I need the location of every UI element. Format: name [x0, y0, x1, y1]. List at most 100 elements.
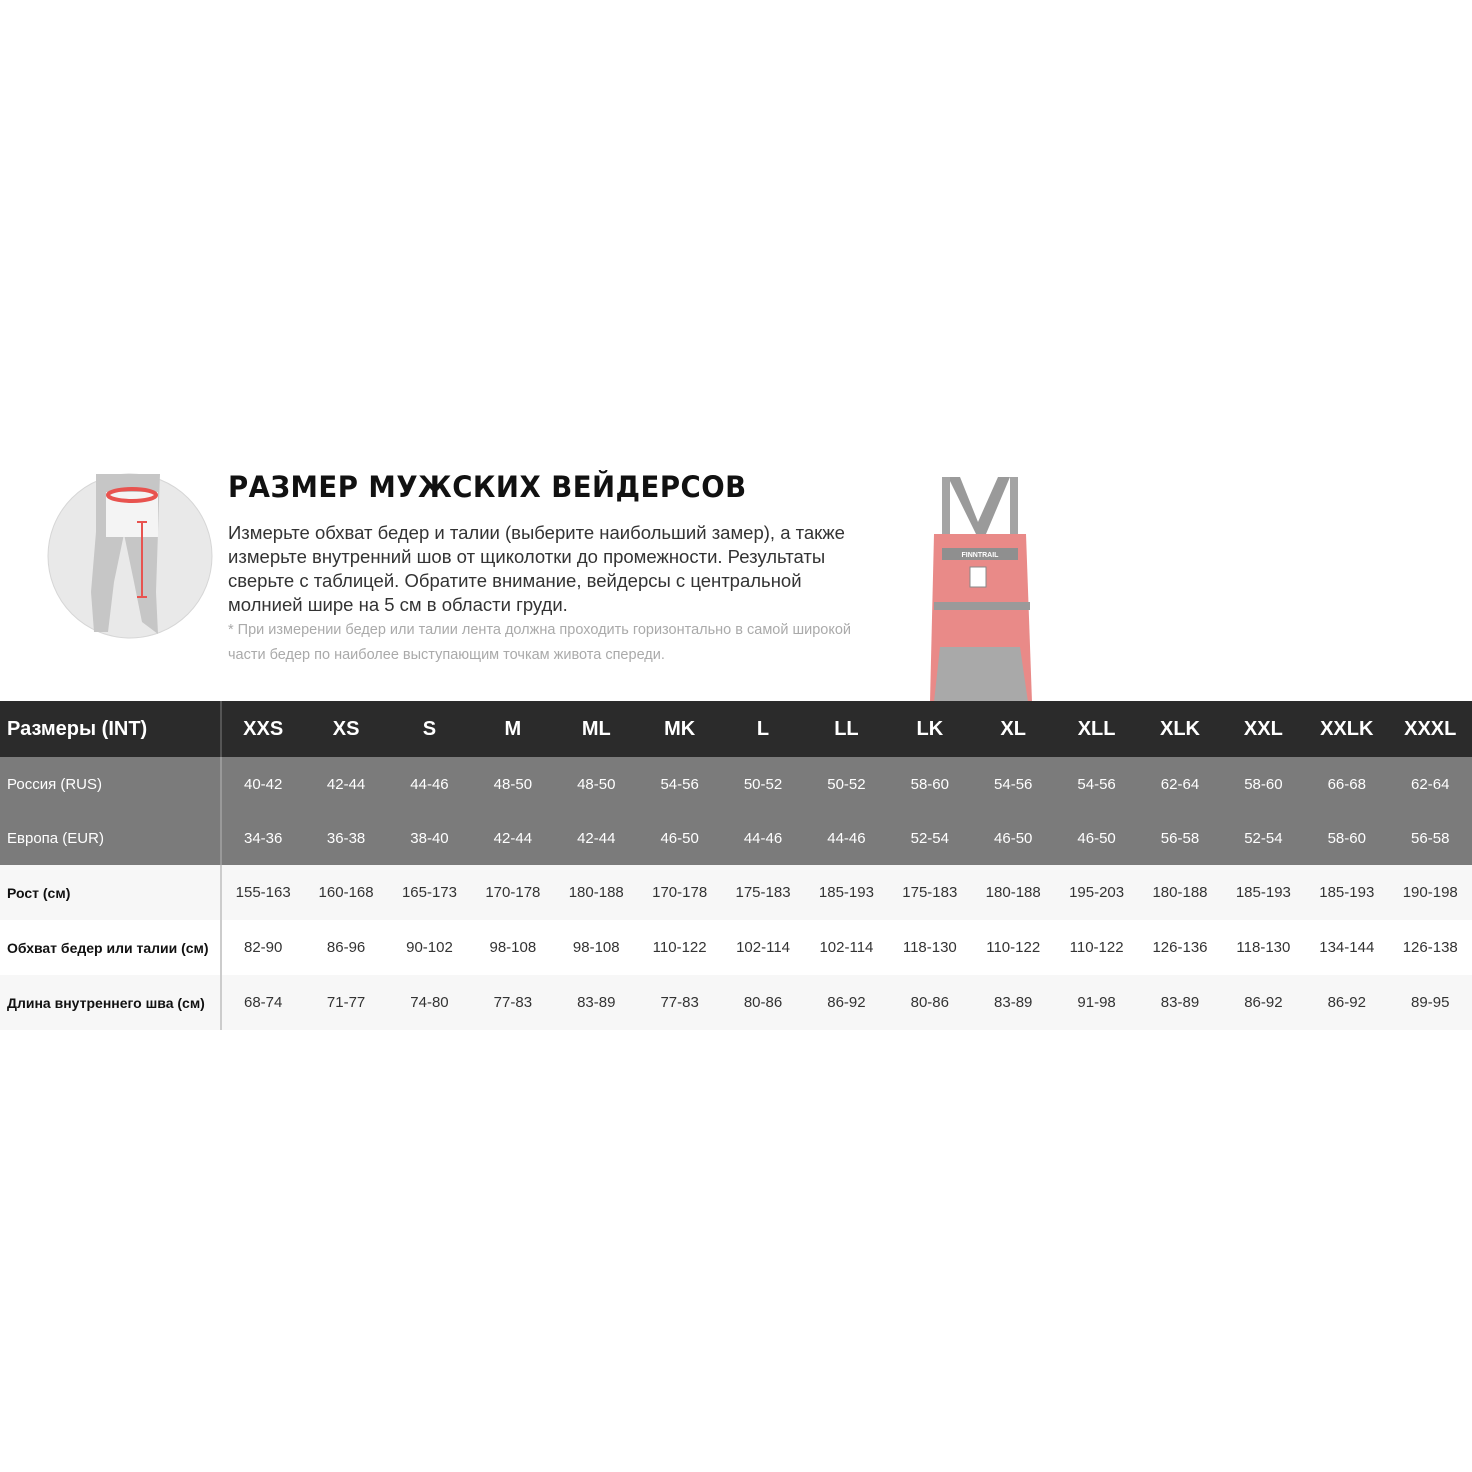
table-cell: 86-92	[1305, 975, 1389, 1030]
size-header: XXL	[1221, 701, 1306, 757]
table-cell: 155-163	[221, 865, 305, 920]
table-cell: 48-50	[471, 757, 555, 811]
table-cell: 52-54	[888, 811, 972, 865]
table-cell: 185-193	[804, 865, 889, 920]
table-cell: 50-52	[804, 757, 889, 811]
table-cell: 110-122	[971, 920, 1055, 975]
table-cell: 44-46	[721, 811, 805, 865]
table-cell: 66-68	[1305, 757, 1389, 811]
size-table: Размеры (INT) XXS XS S M ML MK L LL LK XL XLL XLK XX…	[0, 701, 1472, 1030]
table-cell: 175-183	[888, 865, 972, 920]
size-header: XS	[304, 701, 388, 757]
table-cell: 46-50	[1054, 811, 1139, 865]
table-cell: 86-96	[304, 920, 388, 975]
product-logo-text: FINNTRAIL	[962, 552, 1000, 559]
table-cell: 52-54	[1221, 811, 1306, 865]
row-label: Длина внутреннего шва (см)	[0, 975, 222, 1030]
size-label-header: Размеры (INT)	[0, 701, 222, 757]
table-cell: 165-173	[387, 865, 472, 920]
table-cell: 89-95	[1388, 975, 1472, 1030]
table-cell: 86-92	[804, 975, 889, 1030]
table-cell: 77-83	[471, 975, 555, 1030]
table-cell: 71-77	[304, 975, 388, 1030]
table-cell: 170-178	[637, 865, 722, 920]
table-cell: 62-64	[1138, 757, 1222, 811]
size-header: MK	[637, 701, 722, 757]
size-header: XXXL	[1388, 701, 1472, 757]
row-label: Рост (см)	[0, 865, 222, 920]
footnote: * При измерении бедер или талии лента до…	[228, 622, 852, 663]
table-cell: 118-130	[888, 920, 972, 975]
table-cell: 44-46	[387, 757, 472, 811]
table-cell: 50-52	[721, 757, 805, 811]
size-header: XL	[971, 701, 1055, 757]
table-cell: 54-56	[971, 757, 1055, 811]
table-cell: 82-90	[221, 920, 305, 975]
table-cell: 58-60	[1305, 811, 1389, 865]
table-cell: 48-50	[554, 757, 638, 811]
size-header: LL	[804, 701, 889, 757]
table-cell: 42-44	[304, 757, 388, 811]
table-cell: 56-58	[1388, 811, 1472, 865]
row-label: Обхват бедер или талии (см)	[0, 920, 222, 975]
table-cell: 118-130	[1221, 920, 1306, 975]
table-cell: 86-92	[1221, 975, 1306, 1030]
table-cell: 46-50	[971, 811, 1055, 865]
table-cell: 44-46	[804, 811, 889, 865]
table-cell: 195-203	[1054, 865, 1139, 920]
table-cell: 46-50	[637, 811, 722, 865]
table-cell: 98-108	[471, 920, 555, 975]
size-header: XLK	[1138, 701, 1222, 757]
size-header: XXS	[221, 701, 305, 757]
table-cell: 134-144	[1305, 920, 1389, 975]
row-label: Европа (EUR)	[0, 811, 222, 865]
table-cell: 54-56	[1054, 757, 1139, 811]
table-cell: 185-193	[1305, 865, 1389, 920]
row-label: Россия (RUS)	[0, 757, 222, 811]
table-cell: 126-138	[1388, 920, 1472, 975]
table-cell: 42-44	[554, 811, 638, 865]
table-cell: 110-122	[637, 920, 722, 975]
table-cell: 34-36	[221, 811, 305, 865]
table-cell: 126-136	[1138, 920, 1222, 975]
table-cell: 68-74	[221, 975, 305, 1030]
table-cell: 185-193	[1221, 865, 1306, 920]
waders-product-image: FINNTRAIL	[930, 477, 1032, 702]
table-cell: 180-188	[554, 865, 638, 920]
measurement-instructions: Измерьте обхват бедер и талии (выберите …	[228, 522, 845, 615]
table-cell: 62-64	[1388, 757, 1472, 811]
table-cell: 190-198	[1388, 865, 1472, 920]
table-row: Длина внутреннего шва (см) 68-74 71-77 74-8…	[0, 975, 1472, 1030]
table-cell: 80-86	[721, 975, 805, 1030]
table-cell: 56-58	[1138, 811, 1222, 865]
table-cell: 83-89	[971, 975, 1055, 1030]
table-cell: 180-188	[1138, 865, 1222, 920]
table-cell: 58-60	[888, 757, 972, 811]
leg-measurement-icon	[47, 473, 213, 639]
table-cell: 102-114	[804, 920, 889, 975]
table-cell: 40-42	[221, 757, 305, 811]
table-row: Рост (см) 155-163 160-168 165-173 170-178 180…	[0, 865, 1472, 920]
table-row: Европа (EUR) 34-36 36-38 38-40 42-44 42-44 46-…	[0, 811, 1472, 865]
table-cell: 58-60	[1221, 757, 1306, 811]
table-cell: 90-102	[387, 920, 472, 975]
table-cell: 80-86	[888, 975, 972, 1030]
table-cell: 98-108	[554, 920, 638, 975]
table-cell: 180-188	[971, 865, 1055, 920]
table-cell: 38-40	[387, 811, 472, 865]
size-header: L	[721, 701, 805, 757]
size-header: XXLK	[1305, 701, 1389, 757]
table-cell: 83-89	[1138, 975, 1222, 1030]
table-row: Россия (RUS) 40-42 42-44 44-46 48-50 48-50 54-…	[0, 757, 1472, 811]
table-cell: 74-80	[387, 975, 472, 1030]
size-header: ML	[554, 701, 638, 757]
table-cell: 170-178	[471, 865, 555, 920]
table-cell: 83-89	[554, 975, 638, 1030]
size-header: LK	[888, 701, 972, 757]
size-header: XLL	[1054, 701, 1139, 757]
size-header: S	[387, 701, 472, 757]
table-cell: 110-122	[1054, 920, 1139, 975]
table-cell: 91-98	[1054, 975, 1139, 1030]
table-cell: 42-44	[471, 811, 555, 865]
table-header-row: Размеры (INT) XXS XS S M ML MK L LL LK XL XLL XLK XX…	[0, 701, 1472, 757]
